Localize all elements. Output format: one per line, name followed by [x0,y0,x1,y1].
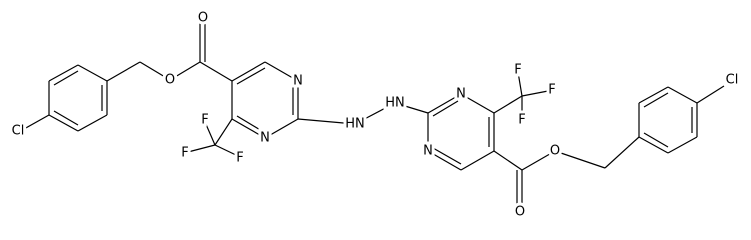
atom-label: F [201,113,208,128]
atom-label: HN [385,96,405,111]
atom-label: O [165,73,175,88]
atom-label: O [550,144,560,159]
atom-label: F [518,113,525,128]
atom-labels: Cl O O N N F F F HN HN N N F F F O O Cl [9,8,742,223]
atom-label: HN [345,117,365,132]
atom-label: F [514,63,521,78]
atom-label: Cl [12,124,25,139]
bonds [23,22,725,207]
atom-label: O [198,11,208,26]
atom-label: F [181,146,188,161]
atom-label: N [260,131,270,146]
atom-label: O [515,205,525,220]
atom-label: F [548,83,555,98]
atom-label: N [293,74,303,89]
atom-label: F [236,151,243,166]
atom-label: N [456,87,466,102]
atom-label: N [423,144,433,159]
atom-label: Cl [726,73,739,88]
